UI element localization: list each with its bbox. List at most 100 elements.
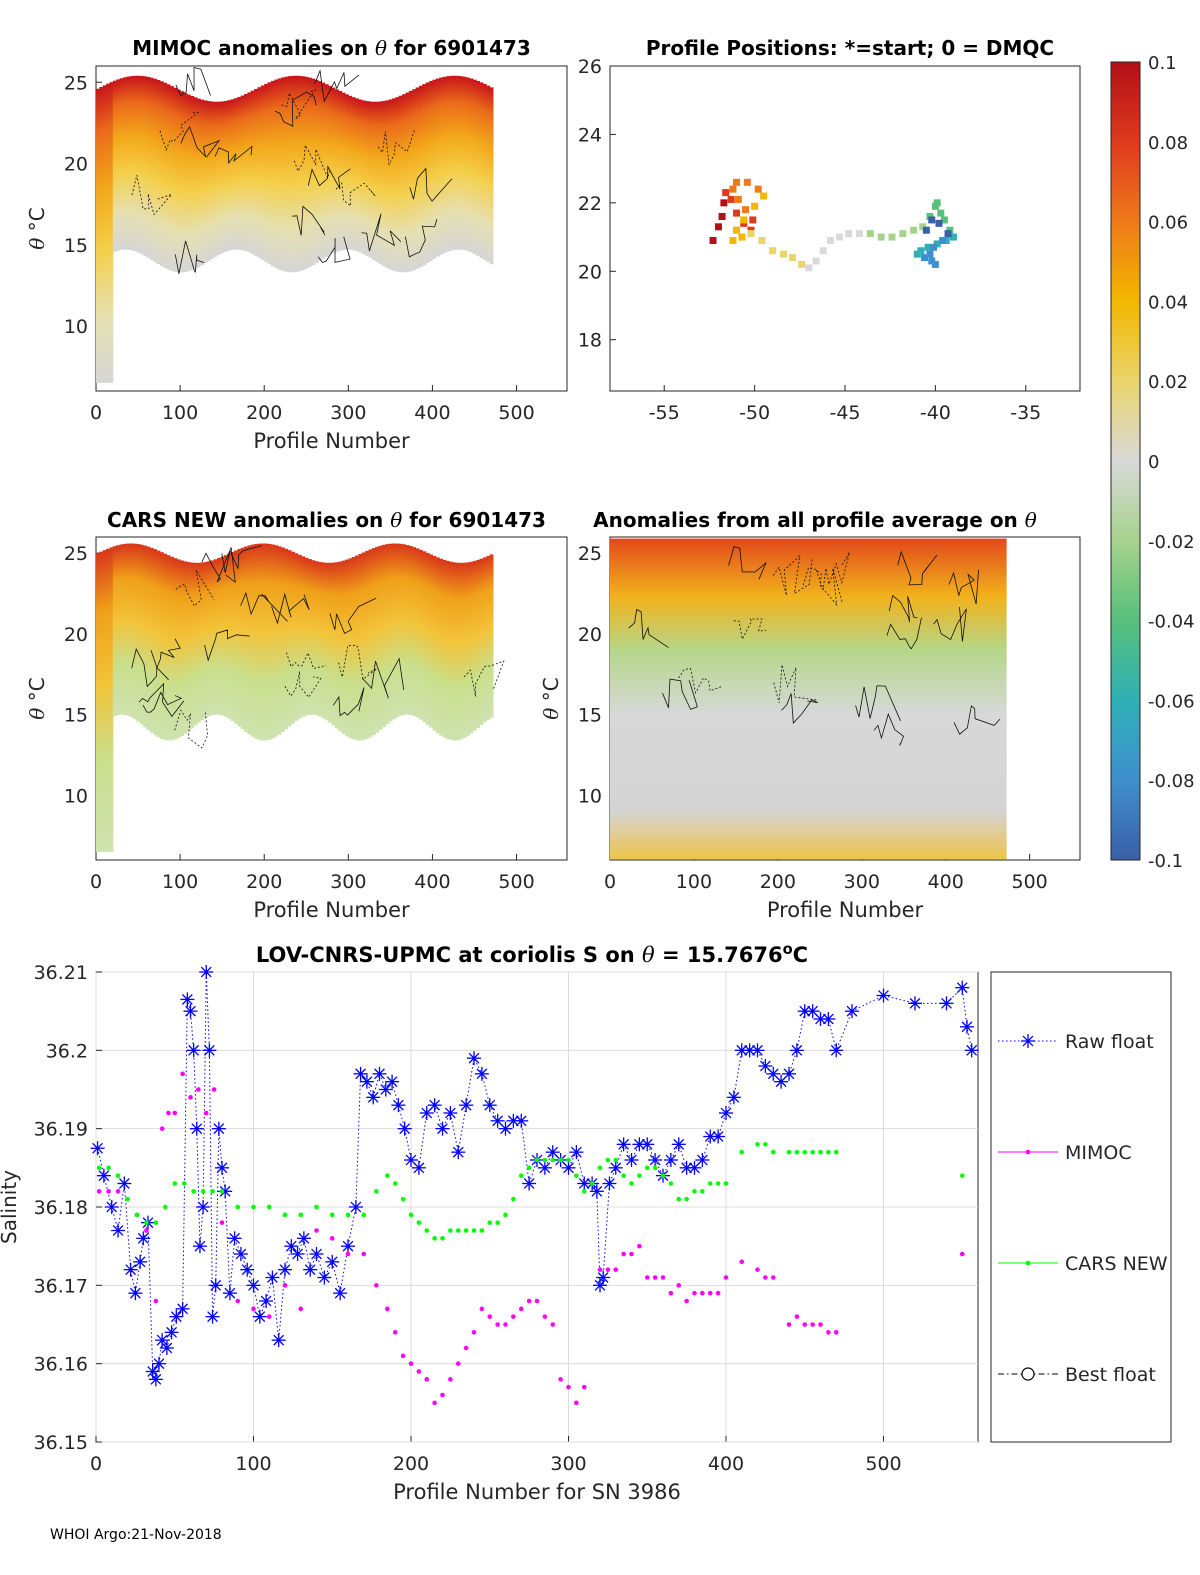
position-marker xyxy=(733,209,741,217)
cars-panel-column xyxy=(287,550,292,727)
cars-panel-column xyxy=(415,548,420,718)
average-panel-column xyxy=(955,538,960,860)
cars-panel-column xyxy=(133,543,137,720)
position-marker xyxy=(939,236,947,244)
average-panel-column xyxy=(878,538,883,860)
mimoc-panel-column xyxy=(435,78,440,257)
positions-panel-xtick-label-4: -35 xyxy=(1010,402,1041,424)
average-panel-contour-1 xyxy=(662,678,698,710)
raw-float-marker xyxy=(829,1043,844,1058)
average-panel-column xyxy=(942,538,947,860)
raw-float-marker xyxy=(148,1372,163,1387)
cars-panel-column xyxy=(139,544,144,725)
mimoc-point xyxy=(211,1087,217,1092)
mimoc-panel-xtick-label-2: 200 xyxy=(246,402,282,424)
raw-float-marker-ray xyxy=(292,1248,304,1260)
mimoc-panel-xtick-label-3: 300 xyxy=(330,402,366,424)
raw-float-marker xyxy=(155,1333,170,1348)
average-panel-column xyxy=(767,538,772,860)
mimoc-panel-column xyxy=(227,100,232,251)
raw-float-marker-ray xyxy=(712,1131,724,1142)
average-panel-xtick-label-1: 100 xyxy=(676,871,712,893)
mimoc-panel-contour-9 xyxy=(377,130,415,166)
average-panel-column xyxy=(650,538,655,860)
mimoc-panel-column xyxy=(432,79,437,259)
cars-new-point xyxy=(400,1196,406,1202)
raw-float-marker-ray xyxy=(166,1326,178,1338)
cars-new-point xyxy=(692,1189,697,1194)
cars-new-point xyxy=(448,1228,453,1233)
raw-float-marker-ray xyxy=(350,1201,362,1213)
position-marker xyxy=(930,243,938,251)
mimoc-point xyxy=(345,1251,351,1257)
raw-float-marker-ray xyxy=(539,1162,551,1174)
colorbar-tick-label-2: 0.06 xyxy=(1148,213,1188,234)
cars-panel-column xyxy=(439,558,444,736)
mimoc-point xyxy=(471,1330,477,1335)
cars-panel-column xyxy=(445,560,450,740)
cars-new-point xyxy=(723,1181,729,1186)
mimoc-panel-column xyxy=(402,94,407,273)
raw-float-marker-ray xyxy=(156,1334,168,1346)
mimoc-panel-ylabel: θ °C xyxy=(25,207,49,249)
cars-panel-contour-13 xyxy=(361,657,405,699)
mimoc-point xyxy=(668,1290,674,1296)
mimoc-panel-column xyxy=(361,100,366,255)
cars-panel-xlabel: Profile Number xyxy=(253,898,410,922)
cars-new-point xyxy=(219,1189,225,1194)
raw-float-marker-ray xyxy=(815,1013,826,1025)
raw-float-marker xyxy=(296,1231,311,1246)
average-panel-column xyxy=(892,538,896,860)
mimoc-panel-column xyxy=(351,97,356,251)
average-panel-column xyxy=(761,538,765,860)
average-panel-column xyxy=(989,538,994,860)
mimoc-point xyxy=(534,1298,540,1304)
raw-float-marker xyxy=(96,1168,111,1183)
position-marker xyxy=(919,223,927,231)
average-panel-contour-4 xyxy=(781,693,818,724)
cars-new-point xyxy=(235,1204,241,1210)
raw-float-marker xyxy=(271,1333,286,1348)
positions-panel-xtick-label-1: -50 xyxy=(739,402,770,424)
raw-float-marker-ray xyxy=(610,1162,622,1174)
raw-float-marker-ray xyxy=(633,1138,645,1150)
mimoc-title: MIMOC anomalies on θ for 6901473 xyxy=(132,36,531,60)
mimoc-point xyxy=(416,1369,422,1374)
colorbar-tick-label-4: 0.02 xyxy=(1148,372,1188,393)
mimoc-panel-column xyxy=(314,79,319,264)
average-panel-column xyxy=(710,538,715,860)
average-panel-column xyxy=(620,538,624,860)
average-panel-column xyxy=(818,538,822,860)
cars-panel-column xyxy=(277,546,282,735)
mimoc-panel-column xyxy=(109,82,114,383)
raw-float-marker-ray xyxy=(523,1178,535,1189)
cars-panel-contour-6 xyxy=(284,671,322,698)
average-panel-column xyxy=(999,538,1004,860)
cars-panel-contour-15 xyxy=(286,651,327,669)
cars-panel-column xyxy=(365,550,370,739)
average-panel-xtick-label-0: 0 xyxy=(604,871,616,893)
position-marker xyxy=(709,236,717,244)
mimoc-panel-column xyxy=(196,98,201,268)
salinity-panel-xtick-label-1: 100 xyxy=(235,1453,271,1475)
raw-float-marker xyxy=(111,1223,126,1238)
raw-float-marker xyxy=(845,1004,859,1019)
raw-float-marker xyxy=(750,1043,765,1058)
average-panel-column xyxy=(982,538,987,860)
cars-panel-column xyxy=(143,545,147,728)
position-marker xyxy=(855,230,863,238)
average-panel-column xyxy=(996,538,1000,860)
raw-float-marker-ray xyxy=(203,1044,215,1056)
raw-float-marker-ray xyxy=(468,1052,480,1064)
raw-float-marker-ray xyxy=(92,1142,103,1154)
cars-new-point xyxy=(707,1181,713,1186)
cars-panel-column xyxy=(388,543,393,722)
mimoc-panel-column xyxy=(412,89,417,271)
average-panel-column xyxy=(630,538,634,860)
cars-panel-column xyxy=(375,546,380,733)
raw-float-marker-ray xyxy=(367,1091,379,1103)
mimoc-panel-column xyxy=(264,83,269,263)
cars-panel-column xyxy=(405,545,410,715)
average-panel-column xyxy=(613,538,618,860)
average-panel-column xyxy=(905,538,910,860)
